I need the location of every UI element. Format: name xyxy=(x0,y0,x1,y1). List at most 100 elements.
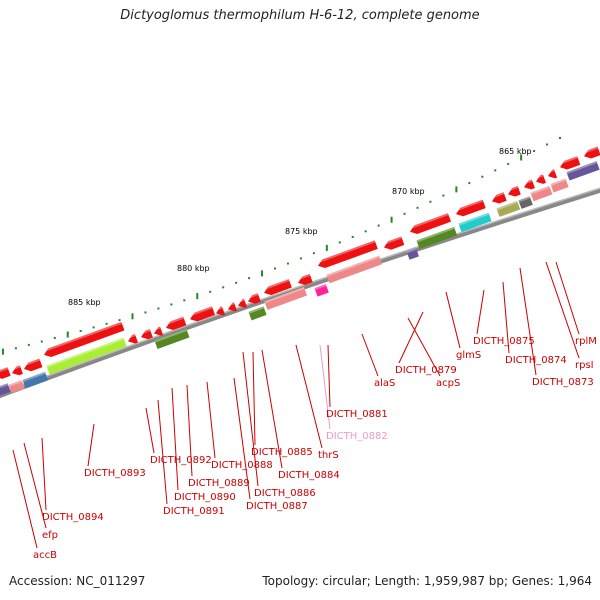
leader-line xyxy=(398,311,424,364)
gene-arrow-forward xyxy=(408,213,452,234)
gene-label: DICTH_0894 xyxy=(42,512,104,523)
gene-box-reverse xyxy=(496,200,521,217)
minor-tick xyxy=(494,169,497,172)
gene-box-reverse xyxy=(406,247,419,260)
gene-label: DICTH_0875 xyxy=(473,336,535,347)
minor-tick xyxy=(299,257,302,260)
gene-label: DICTH_0873 xyxy=(532,377,594,388)
minor-tick xyxy=(27,343,30,346)
gene-label: DICTH_0893 xyxy=(84,468,146,479)
scale-label: 880 kbp xyxy=(177,264,210,273)
leader-line xyxy=(157,399,168,505)
gene-labels: rplM rpsI DICTH_0873 DICTH_0874 DICTH_0875gl… xyxy=(33,336,597,561)
minor-tick xyxy=(144,311,147,314)
gene-arrow-forward xyxy=(506,185,521,197)
minor-tick xyxy=(79,330,82,333)
leader-line xyxy=(41,437,47,511)
leader-line xyxy=(233,377,251,500)
gene-label: accB xyxy=(33,550,57,561)
leader-line xyxy=(361,333,379,377)
gene-label: efp xyxy=(42,530,58,541)
gene-arrow-forward xyxy=(454,199,486,217)
major-tick xyxy=(1,348,4,355)
gene-box-reverse xyxy=(8,380,25,394)
gene-arrow-forward xyxy=(139,329,153,340)
gene-arrow-forward xyxy=(296,273,313,286)
gene-box-reverse xyxy=(248,306,267,321)
minor-tick xyxy=(338,241,341,244)
gene-arrow-forward xyxy=(126,334,138,344)
leader-line xyxy=(206,381,216,459)
minor-tick xyxy=(442,194,445,197)
minor-tick xyxy=(157,307,160,310)
genome-backbone-highlight xyxy=(0,187,600,395)
minor-tick xyxy=(92,326,95,329)
gene-arrow-forward xyxy=(226,302,238,312)
gene-label: DICTH_0892 xyxy=(150,455,212,466)
gene-label: DICTH_0879 xyxy=(395,365,457,376)
gene-label: glmS xyxy=(456,350,481,361)
leader-line xyxy=(502,281,510,354)
leader-line xyxy=(252,351,256,446)
gene-arrow-forward xyxy=(546,169,558,179)
gene-box-reverse xyxy=(416,226,458,249)
gene-arrow-forward xyxy=(164,316,187,331)
leader-line xyxy=(407,317,441,377)
gene-arrow-forward xyxy=(0,367,11,379)
minor-tick xyxy=(403,212,406,215)
gene-label: alaS xyxy=(374,378,395,389)
leader-line xyxy=(186,384,193,477)
minor-tick xyxy=(364,230,367,233)
minor-tick xyxy=(274,267,276,270)
gene-box-reverse xyxy=(264,286,308,310)
gene-box-reverse xyxy=(154,328,190,350)
gene-label: DICTH_0881 xyxy=(326,409,388,420)
gene-arrow-forward xyxy=(558,156,581,170)
gene-box-reverse xyxy=(566,161,600,181)
minor-tick xyxy=(468,182,471,185)
scale-label: 865 kbp xyxy=(499,147,532,156)
gene-label: DICTH_0886 xyxy=(254,488,316,499)
gene-label: thrS xyxy=(318,450,339,461)
major-tick xyxy=(455,186,458,193)
minor-tick xyxy=(105,322,108,325)
major-tick xyxy=(390,216,393,223)
leader-line xyxy=(476,289,485,335)
gene-arrow-forward xyxy=(246,293,261,304)
major-tick xyxy=(66,331,69,338)
minor-tick xyxy=(559,137,561,139)
major-tick xyxy=(196,293,199,300)
scale-label: 870 kbp xyxy=(392,187,425,196)
gene-label: DICTH_0885 xyxy=(251,447,313,458)
gene-label: DICTH_0888 xyxy=(211,460,273,471)
gene-arrow-forward xyxy=(152,326,164,336)
gene-box-reverse xyxy=(530,185,553,202)
major-tick xyxy=(261,270,264,277)
leader-line xyxy=(519,267,537,376)
gene-arrow-forward xyxy=(262,279,292,296)
leader-line xyxy=(145,407,155,454)
leader-line xyxy=(319,344,331,430)
label-leader-lines xyxy=(12,261,580,549)
gene-arrow-forward xyxy=(316,240,378,269)
leader-line xyxy=(555,261,580,335)
major-tick xyxy=(325,244,328,251)
minor-tick xyxy=(286,262,289,265)
gene-arrow-forward xyxy=(490,192,507,204)
leader-line xyxy=(23,442,47,529)
major-tick xyxy=(520,154,523,161)
leader-line xyxy=(545,261,580,359)
minor-tick xyxy=(416,206,419,209)
gene-label: DICTH_0874 xyxy=(505,355,567,366)
major-tick xyxy=(131,313,134,320)
minor-tick xyxy=(170,303,173,306)
leader-line xyxy=(327,344,331,408)
leader-line xyxy=(261,349,283,469)
gene-label: DICTH_0889 xyxy=(188,478,250,489)
gene-box-reverse xyxy=(46,337,127,375)
minor-tick xyxy=(533,149,536,152)
gene-arrow-forward xyxy=(214,306,226,316)
gene-arrow-forward xyxy=(582,146,600,159)
